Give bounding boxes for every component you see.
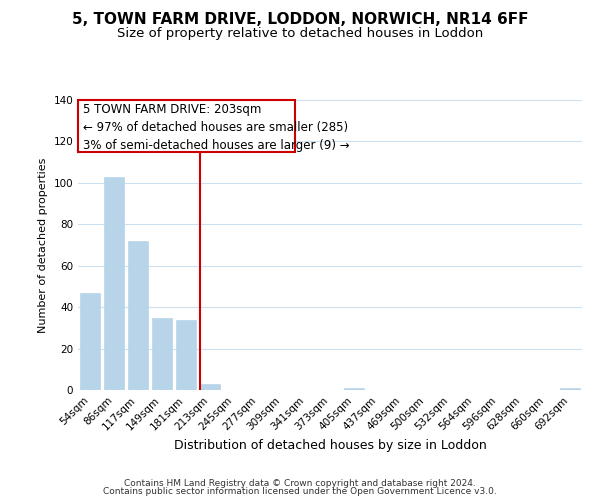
Y-axis label: Number of detached properties: Number of detached properties xyxy=(38,158,48,332)
Bar xyxy=(344,388,364,390)
Bar xyxy=(200,384,220,390)
Bar xyxy=(80,292,100,390)
Bar xyxy=(176,320,196,390)
Text: Contains HM Land Registry data © Crown copyright and database right 2024.: Contains HM Land Registry data © Crown c… xyxy=(124,478,476,488)
Bar xyxy=(560,388,580,390)
Bar xyxy=(104,176,124,390)
Text: Size of property relative to detached houses in Loddon: Size of property relative to detached ho… xyxy=(117,28,483,40)
Text: 5 TOWN FARM DRIVE: 203sqm
← 97% of detached houses are smaller (285)
3% of semi-: 5 TOWN FARM DRIVE: 203sqm ← 97% of detac… xyxy=(83,103,350,152)
Text: 5, TOWN FARM DRIVE, LODDON, NORWICH, NR14 6FF: 5, TOWN FARM DRIVE, LODDON, NORWICH, NR1… xyxy=(72,12,528,28)
Text: Contains public sector information licensed under the Open Government Licence v3: Contains public sector information licen… xyxy=(103,487,497,496)
X-axis label: Distribution of detached houses by size in Loddon: Distribution of detached houses by size … xyxy=(173,438,487,452)
Bar xyxy=(128,241,148,390)
Bar xyxy=(152,318,172,390)
FancyBboxPatch shape xyxy=(78,100,295,152)
